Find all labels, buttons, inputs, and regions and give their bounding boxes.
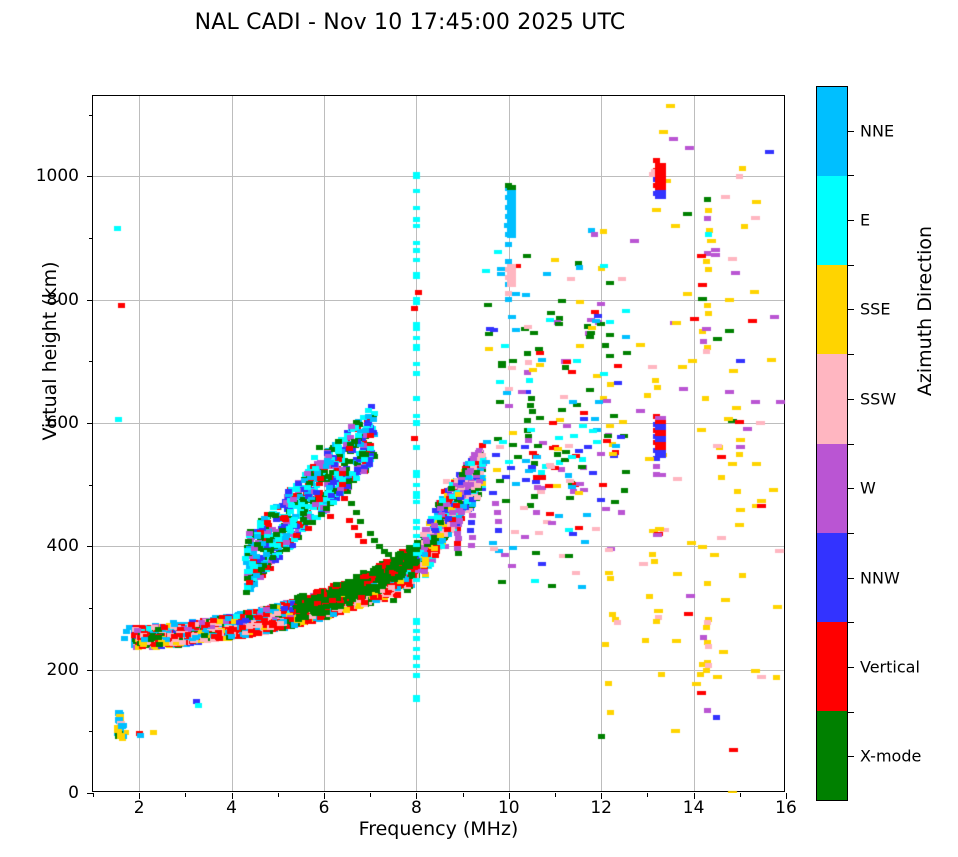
colorbar-tick — [848, 756, 854, 758]
colorbar-tick — [848, 666, 854, 668]
x-axis-minor-tick — [739, 793, 741, 797]
y-axis-tick-label: 200 — [46, 659, 79, 680]
colorbar-tick — [848, 577, 854, 579]
colorbar-band-x-mode — [817, 710, 847, 800]
y-axis-minor-tick — [89, 237, 93, 239]
x-axis-tick — [508, 793, 510, 799]
colorbar-band-sse — [817, 265, 847, 355]
colorbar-tick — [848, 309, 854, 311]
x-axis-tick — [231, 793, 233, 799]
colorbar-tick — [848, 130, 854, 132]
y-axis-tick — [87, 422, 93, 424]
colorbar-band-nne — [817, 87, 847, 177]
x-axis-title: Frequency (MHz) — [358, 818, 519, 840]
y-axis-minor-tick — [89, 607, 93, 609]
x-axis-tick-label: 2 — [133, 798, 145, 818]
y-axis-minor-tick — [89, 361, 93, 363]
x-axis-tick-label: 10 — [497, 798, 520, 818]
x-axis-tick-label: 14 — [682, 798, 705, 818]
colorbar-band-ssw — [817, 354, 847, 444]
x-axis-tick — [139, 793, 141, 799]
y-axis-tick — [87, 299, 93, 301]
colorbar-label-e: E — [860, 210, 871, 230]
x-axis-minor-tick — [647, 793, 649, 797]
page-title: NAL CADI - Nov 10 17:45:00 2025 UTC — [194, 10, 626, 35]
x-axis-minor-tick — [370, 793, 372, 797]
colorbar-gradient — [816, 86, 848, 801]
colorbar-band-nnw — [817, 532, 847, 622]
colorbar-band-e — [817, 176, 847, 266]
colorbar: NNE E SSE SSW W NNW Vertical X-mode — [816, 86, 921, 801]
x-axis-minor-tick — [93, 793, 94, 797]
x-axis-tick — [786, 793, 787, 799]
y-axis-tick — [87, 669, 93, 671]
colorbar-label-vertical: Vertical — [860, 657, 920, 677]
colorbar-title: Azimuth Direction — [914, 225, 936, 397]
y-axis-minor-tick — [89, 484, 93, 486]
x-axis-minor-tick — [462, 793, 464, 797]
colorbar-boundary-tick — [848, 264, 854, 266]
colorbar-boundary-tick — [848, 354, 854, 356]
colorbar-label-w: W — [860, 478, 876, 498]
y-axis-tick — [87, 176, 93, 178]
colorbar-label-ssw: SSW — [860, 389, 897, 409]
x-axis-tick — [324, 793, 325, 799]
colorbar-band-vertical — [817, 621, 847, 711]
colorbar-tick — [848, 488, 854, 490]
x-axis-tick-label: 12 — [590, 798, 613, 818]
colorbar-tick — [848, 220, 854, 222]
colorbar-label-nnw: NNW — [860, 568, 900, 588]
x-axis-minor-tick — [555, 793, 556, 797]
colorbar-boundary-tick — [848, 532, 854, 534]
colorbar-label-nne: NNE — [860, 121, 895, 141]
y-axis-tick — [87, 793, 93, 794]
y-axis-minor-tick — [89, 114, 93, 116]
colorbar-tick — [848, 398, 854, 400]
y-axis-minor-tick — [89, 731, 93, 733]
x-axis-tick — [416, 793, 418, 799]
x-axis-minor-tick — [277, 793, 279, 797]
y-axis-tick-label: 0 — [68, 783, 79, 803]
x-axis-tick-label: 8 — [410, 798, 422, 818]
x-axis-tick — [601, 793, 603, 799]
colorbar-band-w — [817, 443, 847, 533]
x-axis-tick — [693, 793, 695, 799]
colorbar-boundary-tick — [848, 443, 854, 445]
y-axis-tick-label: 600 — [46, 412, 79, 433]
y-axis-tick-label: 1000 — [35, 166, 79, 187]
x-axis-minor-tick — [185, 793, 187, 797]
y-axis-tick-label: 800 — [46, 289, 79, 310]
ionogram-plot-area: 2 4 6 8 10 12 14 16 0 200 400 600 800 1000 — [36, 95, 797, 818]
colorbar-boundary-tick — [848, 622, 854, 624]
x-axis-tick-label: 16 — [775, 798, 797, 818]
y-axis-title: Virtual height (km) — [39, 261, 61, 441]
x-axis-tick-label: 4 — [226, 798, 238, 818]
colorbar-boundary-tick — [848, 175, 854, 177]
colorbar-boundary-tick — [848, 711, 854, 713]
x-axis-tick-label: 6 — [318, 798, 330, 818]
colorbar-label-x-mode: X-mode — [860, 746, 922, 766]
ionogram-echo-scatter — [93, 96, 786, 793]
y-axis-tick — [87, 546, 93, 548]
y-axis-tick-label: 400 — [46, 536, 79, 557]
colorbar-label-sse: SSE — [860, 299, 891, 319]
